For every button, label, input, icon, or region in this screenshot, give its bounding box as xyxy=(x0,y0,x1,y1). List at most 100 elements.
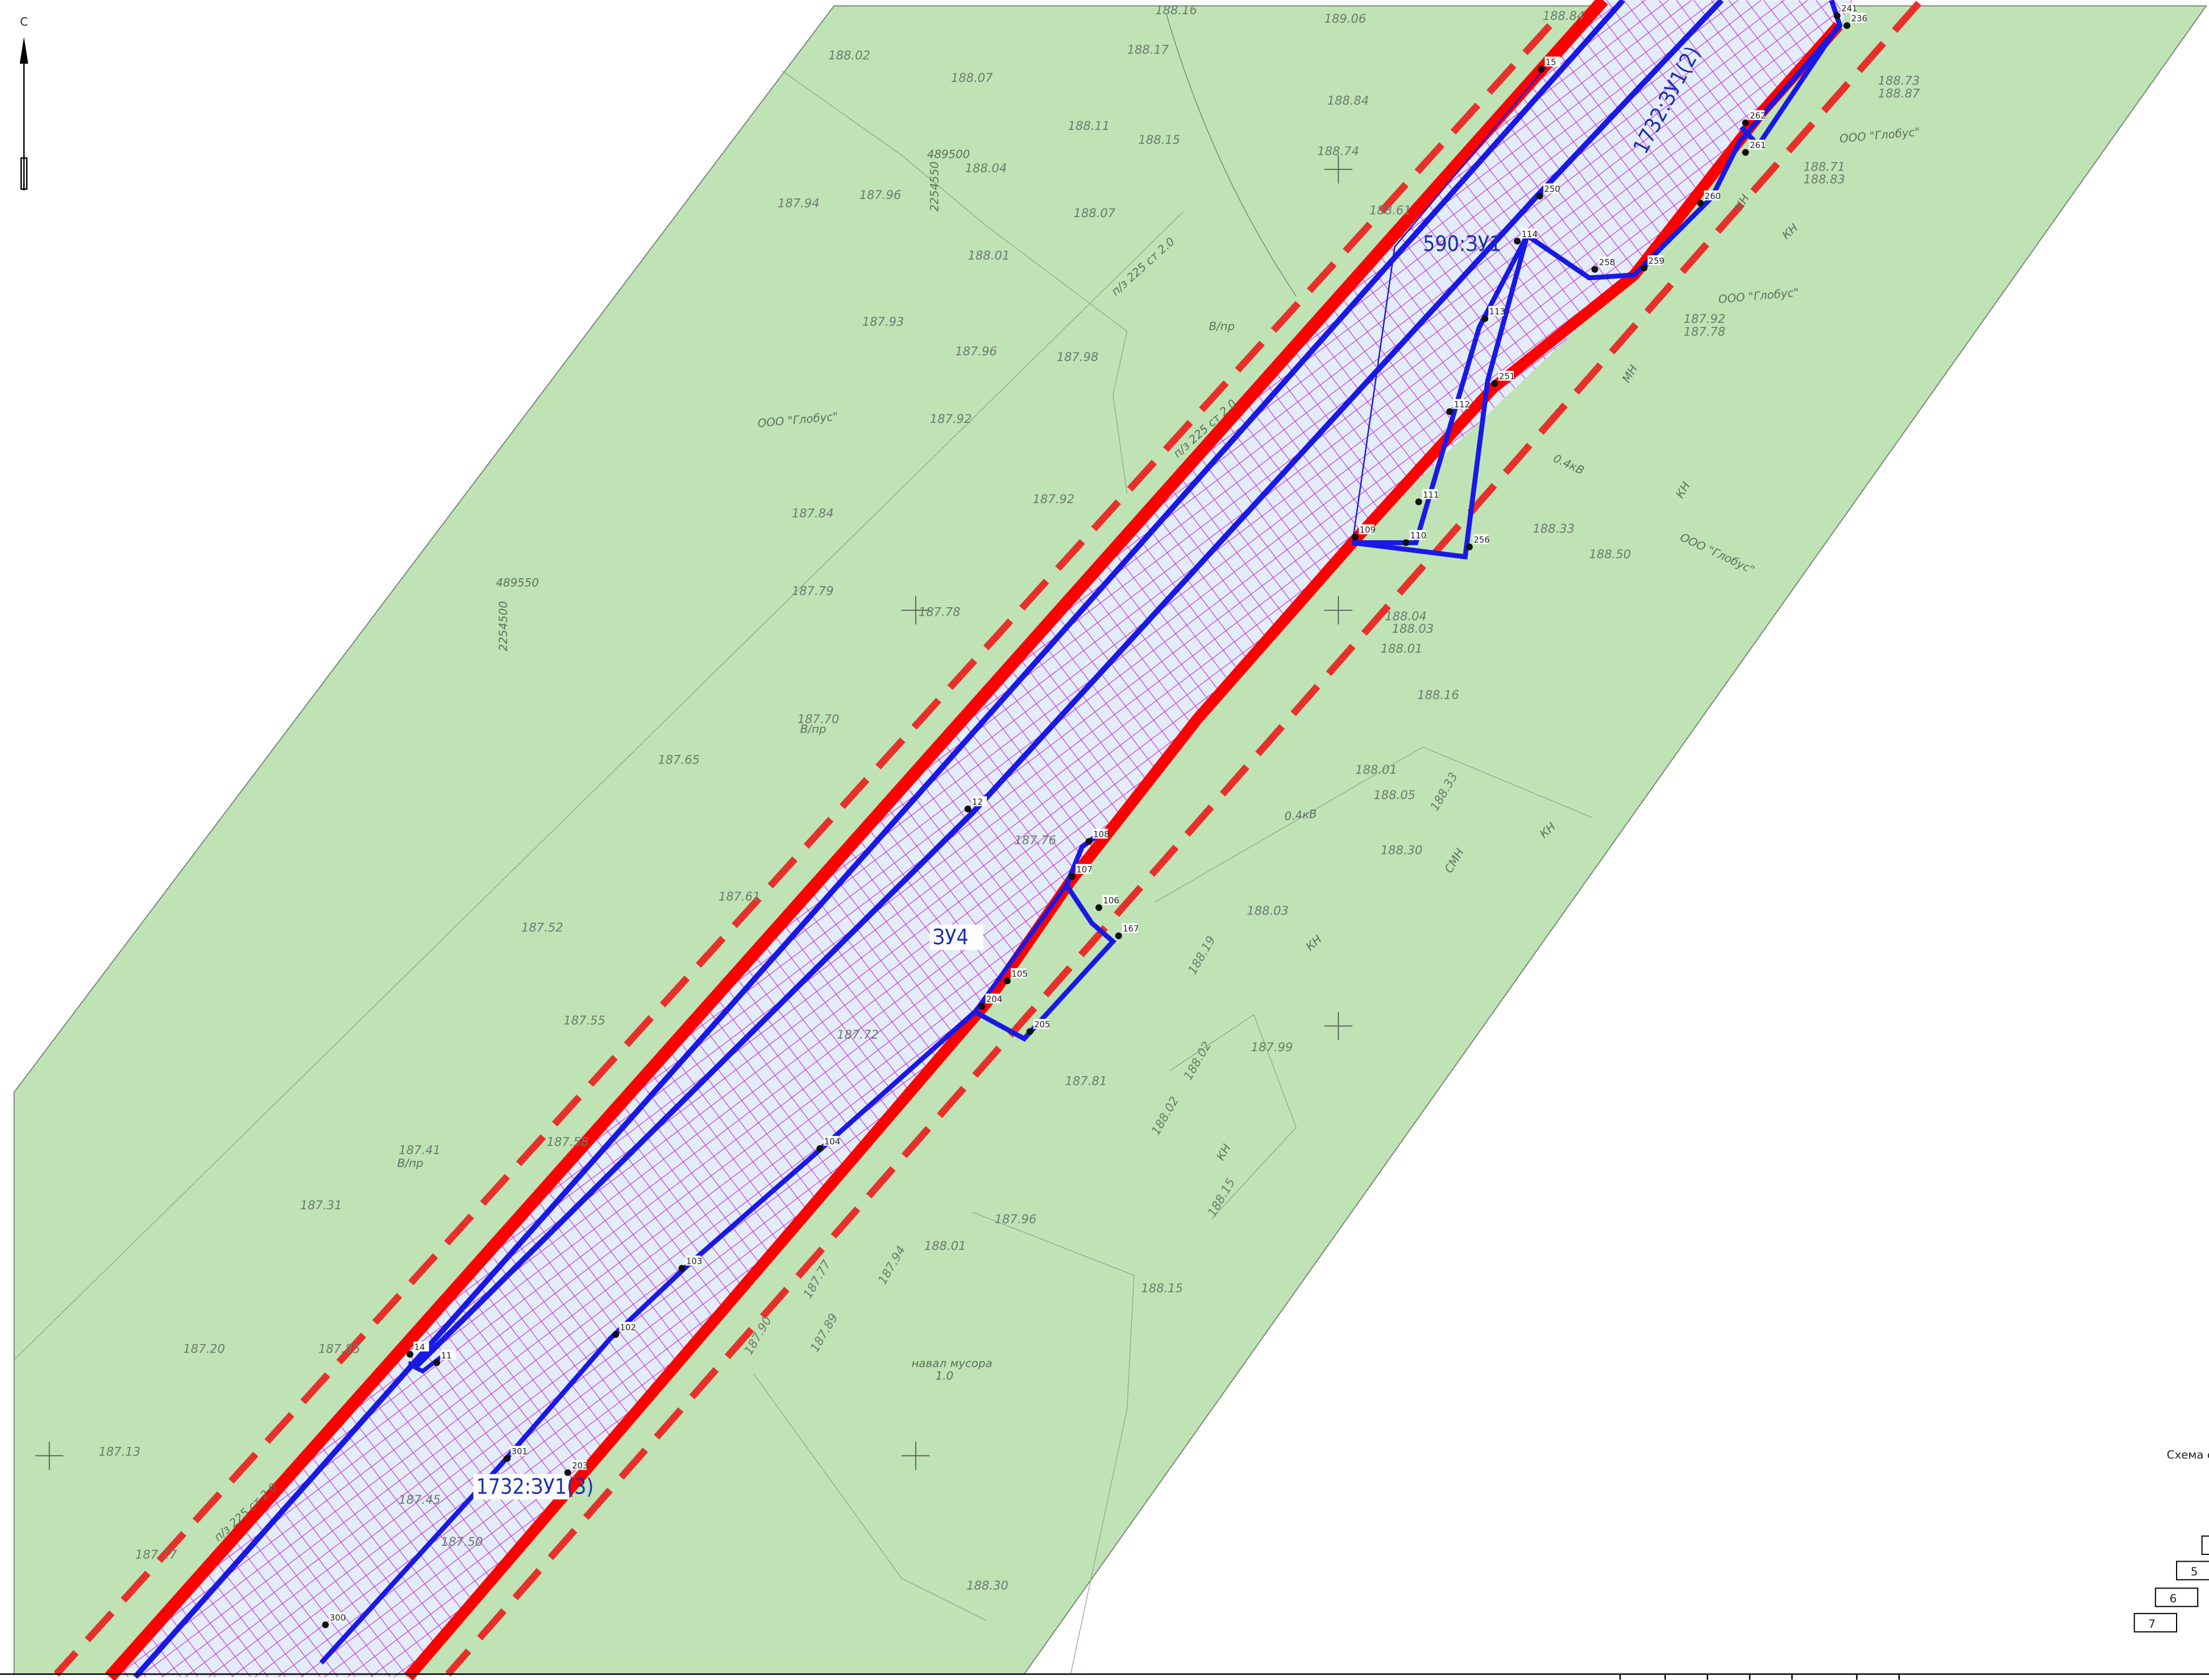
point-label-bg xyxy=(1850,13,1866,23)
point-label-bg xyxy=(571,1459,587,1470)
elevation: 187.61 xyxy=(719,889,761,903)
point-label-bg xyxy=(1598,256,1614,267)
point-label: 251 xyxy=(1499,371,1515,381)
point-label-bg xyxy=(1102,895,1118,905)
elevation: 188.83 xyxy=(1803,172,1845,186)
point-label: 106 xyxy=(1103,895,1119,906)
elevation: 187.96 xyxy=(859,188,902,202)
point-label: 112 xyxy=(1454,400,1470,410)
boundary-point xyxy=(1026,1028,1033,1035)
boundary-point xyxy=(1115,932,1122,939)
elevation: 188.04 xyxy=(965,161,1007,175)
note: навал мусора xyxy=(911,1357,992,1370)
point-label: 300 xyxy=(330,1612,346,1623)
point-label: 12 xyxy=(972,797,983,807)
elevation: 187.13 xyxy=(98,1445,140,1459)
note: 1.0 xyxy=(936,1370,954,1383)
elevation: 188.84 xyxy=(1327,93,1369,107)
north-label: С xyxy=(20,15,28,28)
boundary-point xyxy=(322,1621,329,1628)
boundary-point xyxy=(406,1351,414,1358)
elevation: 187.41 xyxy=(398,1143,441,1157)
point-label: 111 xyxy=(1423,490,1439,500)
point-label-bg xyxy=(1473,534,1489,545)
boundary-point xyxy=(1095,904,1103,911)
elevation: 188.33 xyxy=(1533,521,1575,536)
elevation: 188.87 xyxy=(1878,86,1920,100)
boundary-point xyxy=(433,1359,441,1366)
schema-title: Схема с xyxy=(2167,1448,2209,1461)
elevation: 188.02 xyxy=(828,48,870,63)
point-label-bg xyxy=(1840,3,1857,13)
elevation: 188.30 xyxy=(966,1578,1008,1592)
elevation: 187.31 xyxy=(300,1198,342,1212)
point-label-bg xyxy=(1498,371,1514,381)
frame-ticks xyxy=(1619,1674,1900,1680)
boundary-point xyxy=(1514,238,1521,245)
point-label: 236 xyxy=(1851,14,1867,24)
boundary-point xyxy=(1742,119,1749,126)
boundary-point xyxy=(1491,380,1498,387)
parcel-label: 1732:ЗУ1(3) xyxy=(476,1474,594,1499)
point-label: 241 xyxy=(1841,3,1857,14)
elevation: 187.93 xyxy=(862,314,904,329)
point-label: 260 xyxy=(1705,191,1721,201)
point-label: 102 xyxy=(620,1322,636,1333)
elevation: 187.55 xyxy=(563,1013,605,1027)
point-label-bg xyxy=(1422,489,1438,499)
elevation: 188.61 xyxy=(1369,203,1411,217)
elevation: 187.99 xyxy=(1251,1040,1293,1054)
point-label: 107 xyxy=(1076,865,1092,875)
point-label: 108 xyxy=(1093,829,1109,840)
point-label: 14 xyxy=(414,1342,425,1353)
elevation: 187.92 xyxy=(1684,312,1726,326)
elevation: 188.74 xyxy=(1317,144,1359,158)
boundary-point xyxy=(678,1264,686,1272)
point-label-bg xyxy=(1011,968,1027,978)
parcel-strip xyxy=(105,0,1853,1677)
point-label-bg xyxy=(413,1341,429,1352)
point-label: 203 xyxy=(572,1461,588,1471)
elevation: 187.20 xyxy=(183,1342,225,1356)
schema-row: 7 xyxy=(2148,1617,2156,1631)
note: 2254550 xyxy=(928,161,941,211)
boundary-point xyxy=(564,1469,571,1476)
parcel-label-bg xyxy=(473,1474,570,1500)
point-label: 113 xyxy=(1489,306,1505,317)
point-label-bg xyxy=(329,1612,344,1622)
point-label: 15 xyxy=(1546,57,1556,67)
elevation: 187.65 xyxy=(658,753,700,767)
schema-cell xyxy=(2154,1587,2199,1607)
elevation: 188.50 xyxy=(1589,547,1631,561)
boundary-point xyxy=(1843,22,1851,29)
point-label: 104 xyxy=(824,1136,840,1147)
point-label: 109 xyxy=(1360,525,1376,535)
point-label-bg xyxy=(1521,228,1537,239)
elevation: 188.71 xyxy=(1803,159,1845,173)
point-label: 250 xyxy=(1544,184,1560,194)
elevation: 188.07 xyxy=(951,70,993,85)
point-label-bg xyxy=(1359,524,1375,534)
boundary-point xyxy=(816,1145,824,1152)
elevation: 187.84 xyxy=(792,506,834,520)
elevation: 188.73 xyxy=(1878,73,1920,88)
boundary-point xyxy=(1004,977,1011,985)
point-label: 259 xyxy=(1649,256,1664,266)
elevation: 188.01 xyxy=(1355,762,1397,777)
boundary-point xyxy=(1481,315,1489,322)
schema-cell xyxy=(2176,1561,2209,1581)
elevation: 187.92 xyxy=(1033,492,1075,506)
note: 489500 xyxy=(927,148,970,161)
point-label-bg xyxy=(1647,255,1663,266)
point-label: 262 xyxy=(1750,111,1766,121)
point-label-bg xyxy=(1092,828,1108,839)
elevation: 188.01 xyxy=(1381,641,1423,656)
point-label-bg xyxy=(1076,864,1091,874)
point-label-bg xyxy=(1488,306,1504,316)
point-label: 11 xyxy=(441,1351,452,1361)
elevation: 187.50 xyxy=(441,1534,483,1549)
schema-row: 5 xyxy=(2191,1565,2198,1578)
point-label: 301 xyxy=(512,1446,528,1457)
elevation: 188.17 xyxy=(1127,43,1169,57)
